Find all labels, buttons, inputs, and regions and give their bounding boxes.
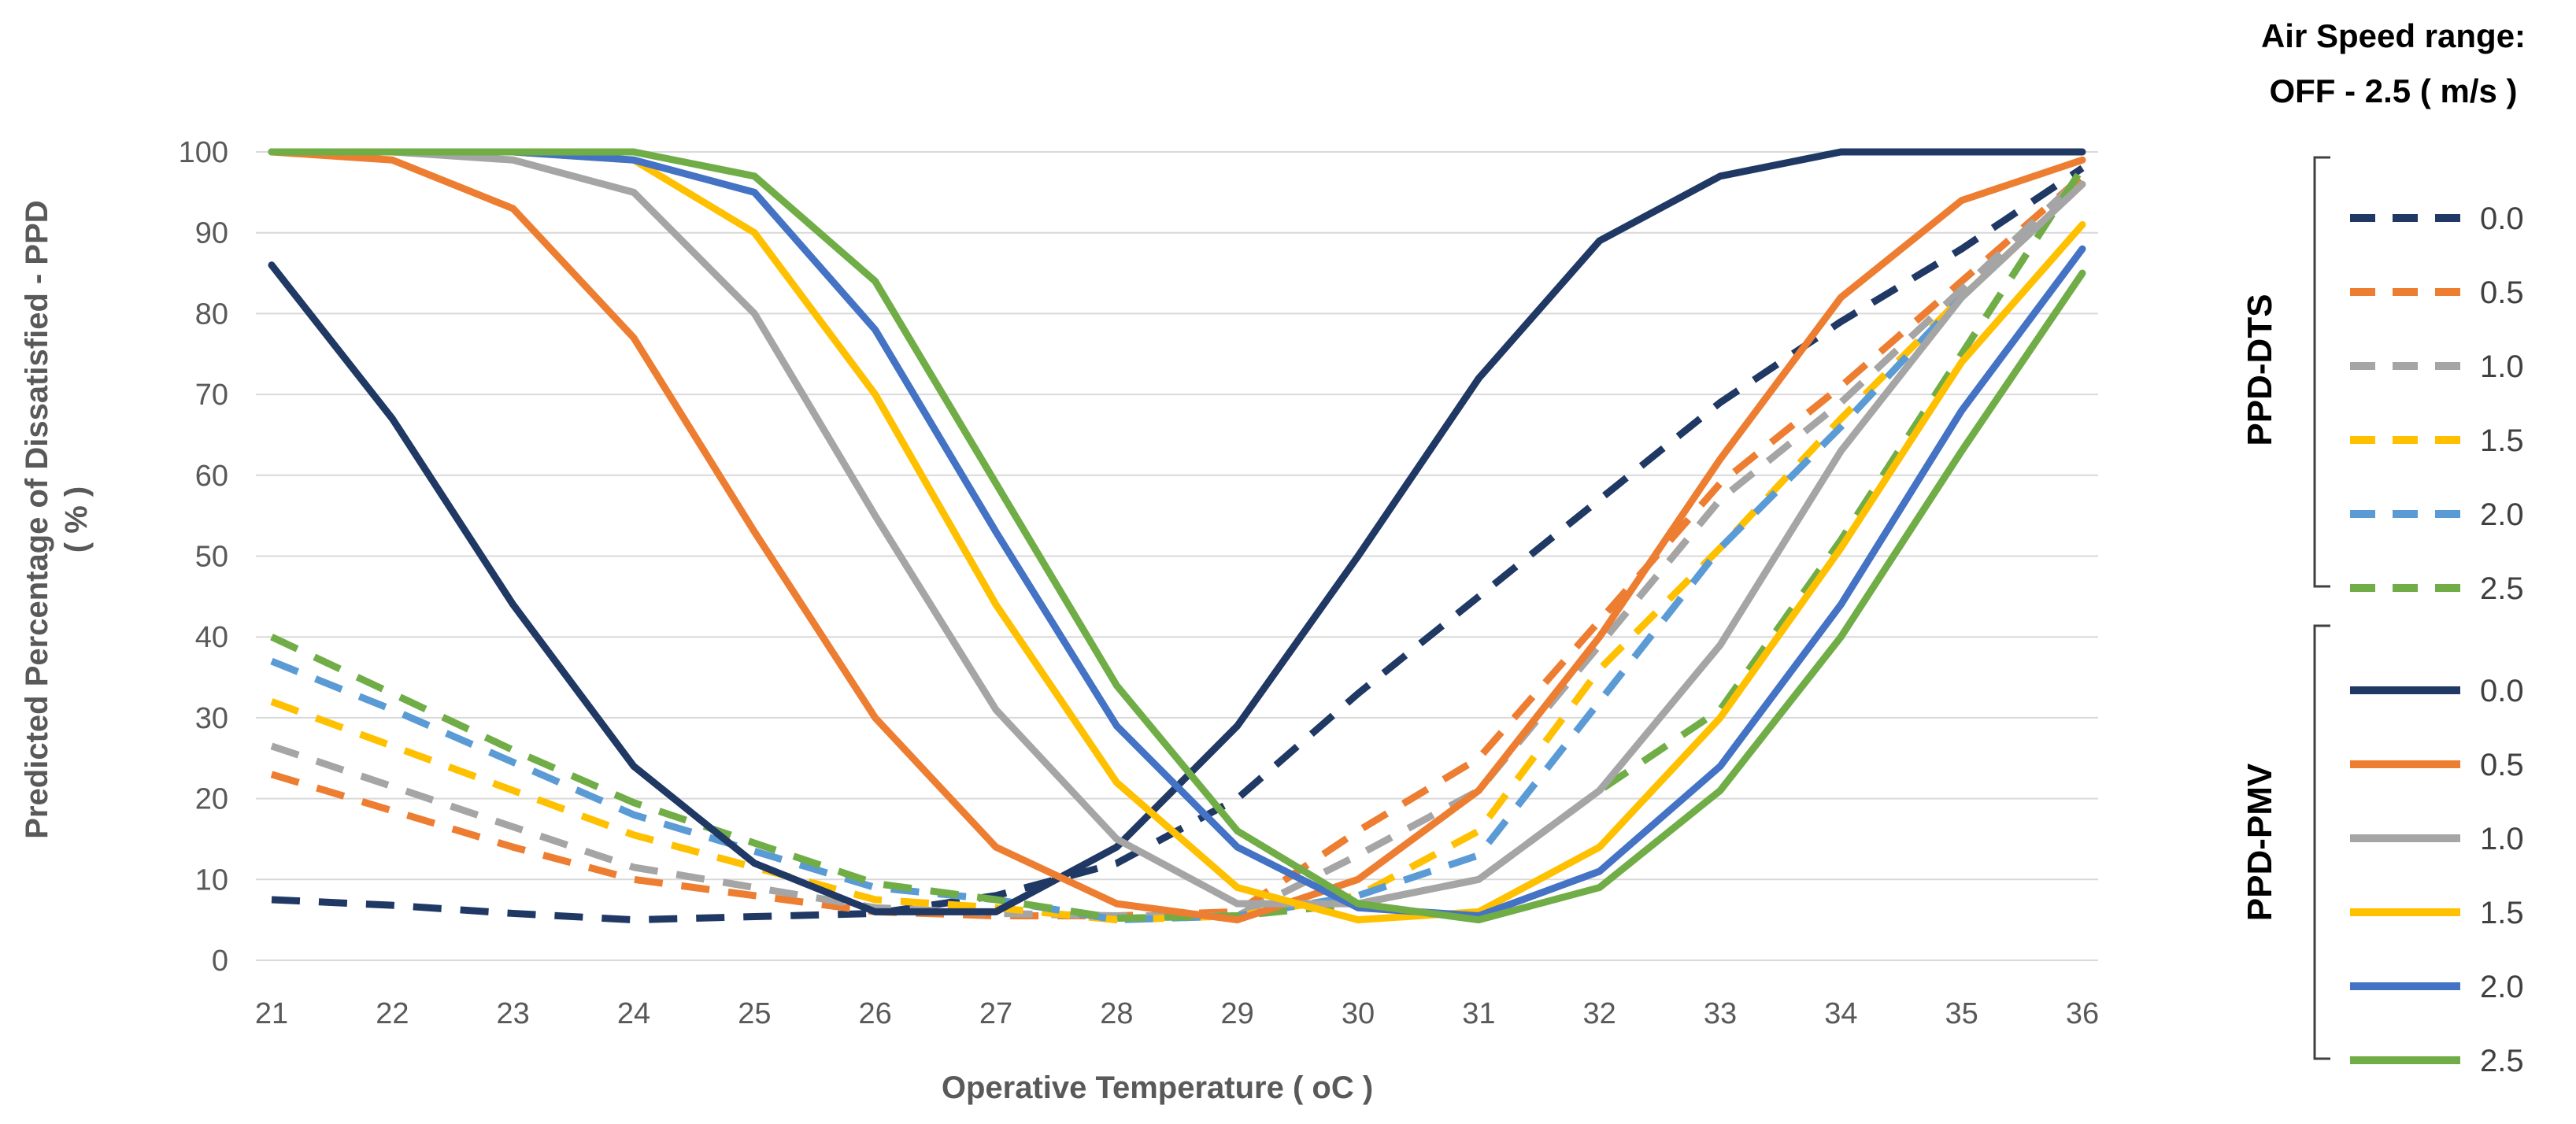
x-tick-label: 26 bbox=[859, 997, 892, 1030]
y-axis-title-line1: Predicted Percentage of Dissatisfied - P… bbox=[20, 200, 54, 838]
x-tick-label: 30 bbox=[1342, 997, 1375, 1030]
legend-label: 1.0 bbox=[2480, 349, 2524, 384]
x-tick-label: 29 bbox=[1221, 997, 1254, 1030]
y-tick-label: 30 bbox=[195, 702, 228, 735]
x-axis-title: Operative Temperature ( oC ) bbox=[942, 1070, 1373, 1105]
y-tick-labels: 0 10 20 30 40 50 60 70 80 90 100 bbox=[179, 136, 228, 978]
legend-label: 1.5 bbox=[2480, 423, 2524, 458]
pmv-series-1-0 bbox=[268, 148, 2086, 908]
legend-bracket-pmv bbox=[2313, 624, 2330, 1060]
legend-label: 1.5 bbox=[2480, 896, 2524, 930]
legend-label: 0.0 bbox=[2480, 202, 2524, 236]
x-tick-label: 27 bbox=[979, 997, 1012, 1030]
legend-label: 2.0 bbox=[2480, 970, 2524, 1004]
x-tick-label: 35 bbox=[1945, 997, 1978, 1030]
legend-items: 0.0 0.5 1.0 1.5 2.0 2.5 0.0 0.5 1.0 1.5 2.0 2.5 bbox=[2350, 202, 2524, 1078]
dts-series-0-0 bbox=[271, 165, 2085, 924]
pmv-series-2-0 bbox=[268, 148, 2086, 920]
y-tick-label: 80 bbox=[195, 298, 228, 331]
dts-series-1-0 bbox=[270, 173, 2086, 920]
legend-label: 2.5 bbox=[2480, 1044, 2524, 1078]
series-lines bbox=[268, 148, 2086, 924]
y-axis-title: Predicted Percentage of Dissatisfied - P… bbox=[20, 200, 94, 838]
x-tick-label: 28 bbox=[1100, 997, 1133, 1030]
y-tick-label: 100 bbox=[179, 136, 228, 169]
pmv-series-0-5 bbox=[268, 148, 2086, 924]
legend-label: 2.5 bbox=[2480, 571, 2524, 606]
x-tick-label: 24 bbox=[617, 997, 650, 1030]
legend-title-line1: Air Speed range: bbox=[2261, 17, 2526, 54]
pmv-series-2-5 bbox=[268, 148, 2086, 924]
x-tick-labels: 21 22 23 24 25 26 27 28 29 30 31 32 33 34 35 36 bbox=[255, 997, 2099, 1030]
y-tick-label: 20 bbox=[195, 783, 228, 816]
x-tick-label: 31 bbox=[1462, 997, 1495, 1030]
legend: Air Speed range: OFF - 2.5 ( m/s ) PPD-D… bbox=[2241, 17, 2526, 1078]
legend-label: 2.0 bbox=[2480, 497, 2524, 532]
legend-group-label-pmv: PPD-PMV bbox=[2241, 763, 2279, 921]
x-tick-label: 32 bbox=[1583, 997, 1616, 1030]
legend-label: 0.5 bbox=[2480, 275, 2524, 310]
legend-title-line2: OFF - 2.5 ( m/s ) bbox=[2269, 72, 2517, 109]
legend-bracket-dts bbox=[2313, 156, 2330, 588]
legend-label: 1.0 bbox=[2480, 822, 2524, 856]
x-tick-label: 34 bbox=[1824, 997, 1857, 1030]
x-tick-label: 33 bbox=[1704, 997, 1737, 1030]
legend-label: 0.5 bbox=[2480, 748, 2524, 782]
x-tick-label: 22 bbox=[376, 997, 409, 1030]
dts-series-2-5 bbox=[270, 166, 2086, 922]
y-tick-label: 0 bbox=[212, 945, 228, 978]
x-tick-label: 36 bbox=[2066, 997, 2099, 1030]
x-tick-label: 21 bbox=[255, 997, 288, 1030]
y-tick-label: 50 bbox=[195, 541, 228, 574]
y-tick-label: 10 bbox=[195, 863, 228, 897]
y-axis-title-line2: ( % ) bbox=[59, 486, 94, 553]
pmv-series-0-0 bbox=[268, 148, 2086, 915]
dts-series-2-0 bbox=[270, 181, 2086, 924]
y-tick-label: 60 bbox=[195, 460, 228, 493]
y-tick-label: 40 bbox=[195, 621, 228, 654]
y-tick-label: 70 bbox=[195, 379, 228, 412]
legend-label: 0.0 bbox=[2480, 674, 2524, 708]
x-tick-label: 23 bbox=[497, 997, 530, 1030]
dts-series-1-5 bbox=[270, 181, 2086, 924]
legend-group-label-dts: PPD-DTS bbox=[2241, 294, 2279, 446]
x-tick-label: 25 bbox=[738, 997, 771, 1030]
y-tick-label: 90 bbox=[195, 217, 228, 250]
